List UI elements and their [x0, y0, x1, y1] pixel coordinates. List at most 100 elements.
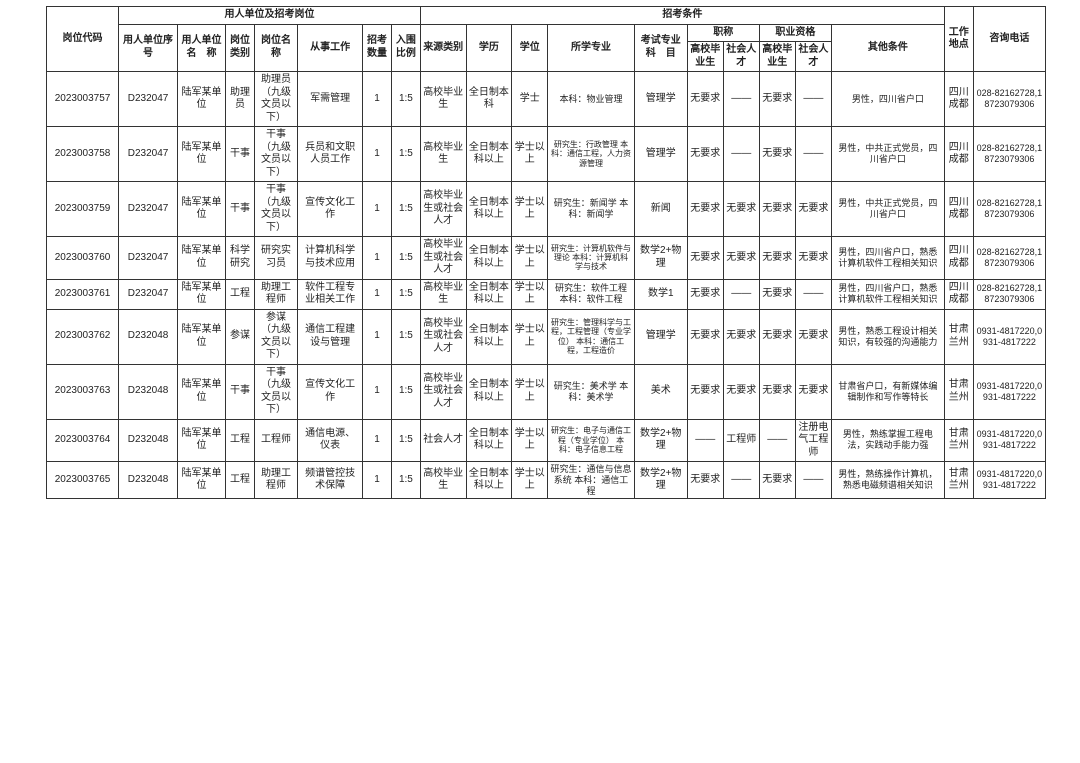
- cell-place: 四川成都: [944, 72, 973, 127]
- cell-deg: 学士以上: [512, 462, 548, 499]
- cell-code: 2023003758: [47, 127, 119, 182]
- cell-seq: D232047: [119, 127, 178, 182]
- cell-unit: 陆军某单位: [178, 237, 226, 280]
- recruitment-table-sheet: 岗位代码 用人单位及招考岗位 招考条件 工作地点 咨询电话 用人单位序 号 用人…: [0, 0, 1080, 763]
- cell-t2: 工程师: [723, 419, 759, 462]
- cell-ratio: 1:5: [391, 182, 420, 237]
- cell-place: 甘肃兰州: [944, 419, 973, 462]
- colgrp-qual: 职业资格: [759, 24, 831, 42]
- cell-unit: 陆军某单位: [178, 182, 226, 237]
- table-row: 2023003764D232048陆军某单位工程工程师通信电源、仪表11:5社会…: [47, 419, 1046, 462]
- col-unit-seq: 用人单位序 号: [119, 24, 178, 72]
- cell-edu: 全日制本科以上: [466, 237, 512, 280]
- cell-seq: D232048: [119, 462, 178, 499]
- cell-t2: 无要求: [723, 237, 759, 280]
- cell-work: 军需管理: [298, 72, 363, 127]
- cell-ratio: 1:5: [391, 72, 420, 127]
- cell-exam: 管理学: [634, 309, 687, 364]
- cell-src: 高校毕业生或社会人才: [420, 309, 466, 364]
- col-major: 所学专业: [548, 24, 635, 72]
- cell-place: 四川成都: [944, 279, 973, 309]
- cell-q1: 无要求: [759, 127, 795, 182]
- cell-t1: 无要求: [687, 279, 723, 309]
- cell-deg: 学士以上: [512, 309, 548, 364]
- col-qual-grad: 高校毕业生: [759, 42, 795, 72]
- cell-seq: D232048: [119, 364, 178, 419]
- col-unit-name: 用人单位名 称: [178, 24, 226, 72]
- colgrp-cond: 招考条件: [420, 7, 944, 25]
- cell-src: 高校毕业生: [420, 72, 466, 127]
- cell-cnt: 1: [363, 364, 392, 419]
- cell-q2: 无要求: [795, 237, 831, 280]
- cell-code: 2023003762: [47, 309, 119, 364]
- table-row: 2023003758D232047陆军某单位干事干事（九级文员以下）兵员和文职人…: [47, 127, 1046, 182]
- cell-t2: ——: [723, 72, 759, 127]
- cell-unit: 陆军某单位: [178, 127, 226, 182]
- cell-t2: ——: [723, 462, 759, 499]
- cell-cnt: 1: [363, 182, 392, 237]
- cell-src: 高校毕业生或社会人才: [420, 364, 466, 419]
- cell-exam: 数学1: [634, 279, 687, 309]
- cell-post: 研究实习员: [254, 237, 297, 280]
- cell-post: 助理员（九级文员以下）: [254, 72, 297, 127]
- col-title-grad: 高校毕业生: [687, 42, 723, 72]
- cell-q1: 无要求: [759, 462, 795, 499]
- cell-deg: 学士: [512, 72, 548, 127]
- cell-t2: 无要求: [723, 309, 759, 364]
- table-row: 2023003761D232047陆军某单位工程助理工程师软件工程专业相关工作1…: [47, 279, 1046, 309]
- cell-major: 研究生：电子与通信工程（专业学位） 本科：电子信息工程: [548, 419, 635, 462]
- cell-other: 男性，四川省户口，熟悉计算机软件工程相关知识: [831, 279, 944, 309]
- cell-seq: D232048: [119, 309, 178, 364]
- cell-unit: 陆军某单位: [178, 279, 226, 309]
- cell-t2: ——: [723, 127, 759, 182]
- cell-other: 男性，四川省户口: [831, 72, 944, 127]
- cell-major: 研究生：美术学 本科：美术学: [548, 364, 635, 419]
- cell-q1: 无要求: [759, 309, 795, 364]
- cell-ratio: 1:5: [391, 279, 420, 309]
- cell-q2: ——: [795, 72, 831, 127]
- cell-t1: 无要求: [687, 72, 723, 127]
- cell-place: 甘肃兰州: [944, 364, 973, 419]
- cell-q1: ——: [759, 419, 795, 462]
- cell-src: 高校毕业生: [420, 127, 466, 182]
- cell-code: 2023003764: [47, 419, 119, 462]
- col-ratio: 入围比例: [391, 24, 420, 72]
- cell-unit: 陆军某单位: [178, 364, 226, 419]
- cell-ratio: 1:5: [391, 237, 420, 280]
- cell-work: 宣传文化工作: [298, 182, 363, 237]
- cell-other: 男性，熟练操作计算机，熟悉电磁频谱相关知识: [831, 462, 944, 499]
- cell-major: 研究生：计算机软件与理论 本科：计算机科学与技术: [548, 237, 635, 280]
- cell-edu: 全日制本科以上: [466, 279, 512, 309]
- cell-cnt: 1: [363, 237, 392, 280]
- cell-other: 甘肃省户口，有新媒体编辑制作和写作等特长: [831, 364, 944, 419]
- cell-other: 男性，熟悉工程设计相关知识，有较强的沟通能力: [831, 309, 944, 364]
- cell-edu: 全日制本科以上: [466, 182, 512, 237]
- cell-deg: 学士以上: [512, 419, 548, 462]
- col-qual-social: 社会人才: [795, 42, 831, 72]
- cell-t1: 无要求: [687, 182, 723, 237]
- cell-place: 甘肃兰州: [944, 309, 973, 364]
- cell-work: 通信工程建设与管理: [298, 309, 363, 364]
- cell-unit: 陆军某单位: [178, 72, 226, 127]
- cell-src: 高校毕业生或社会人才: [420, 182, 466, 237]
- recruitment-table: 岗位代码 用人单位及招考岗位 招考条件 工作地点 咨询电话 用人单位序 号 用人…: [46, 6, 1046, 499]
- table-row: 2023003760D232047陆军某单位科学研究研究实习员计算机科学与技术应…: [47, 237, 1046, 280]
- cell-exam: 数学2+物理: [634, 462, 687, 499]
- cell-q1: 无要求: [759, 182, 795, 237]
- cell-deg: 学士以上: [512, 182, 548, 237]
- cell-tel: 028-82162728,18723079306: [973, 182, 1045, 237]
- cell-edu: 全日制本科以上: [466, 309, 512, 364]
- cell-deg: 学士以上: [512, 127, 548, 182]
- table-head: 岗位代码 用人单位及招考岗位 招考条件 工作地点 咨询电话 用人单位序 号 用人…: [47, 7, 1046, 72]
- cell-q2: 无要求: [795, 182, 831, 237]
- cell-q2: ——: [795, 462, 831, 499]
- cell-cnt: 1: [363, 72, 392, 127]
- cell-t1: 无要求: [687, 364, 723, 419]
- cell-work: 宣传文化工作: [298, 364, 363, 419]
- col-title-social: 社会人才: [723, 42, 759, 72]
- cell-major: 研究生：软件工程 本科：软件工程: [548, 279, 635, 309]
- cell-tel: 0931-4817220,0931-4817222: [973, 462, 1045, 499]
- col-post-cat: 岗位类别: [226, 24, 255, 72]
- cell-seq: D232047: [119, 72, 178, 127]
- cell-ratio: 1:5: [391, 462, 420, 499]
